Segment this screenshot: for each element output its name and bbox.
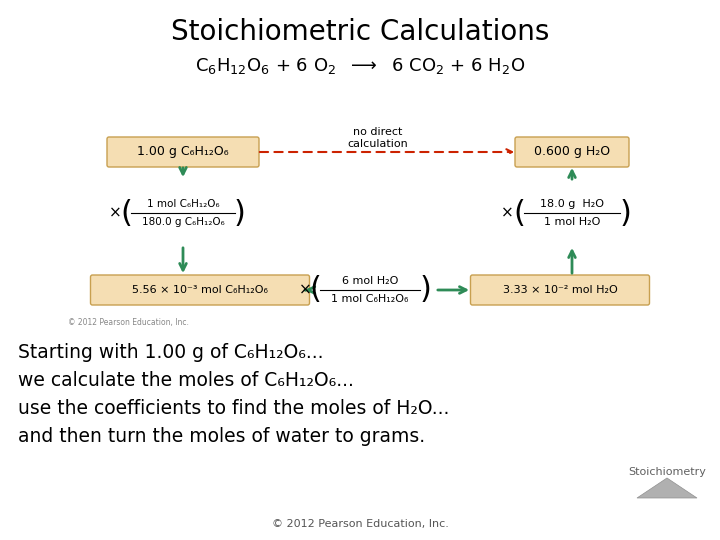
Text: ×: × (299, 282, 311, 298)
Text: 1 mol C₆H₁₂O₆: 1 mol C₆H₁₂O₆ (147, 199, 220, 209)
Text: (: ( (513, 199, 525, 227)
Text: 1 mol C₆H₁₂O₆: 1 mol C₆H₁₂O₆ (331, 294, 409, 304)
Text: 6 mol H₂O: 6 mol H₂O (342, 276, 398, 286)
Text: 5.56 × 10⁻³ mol C₆H₁₂O₆: 5.56 × 10⁻³ mol C₆H₁₂O₆ (132, 285, 268, 295)
Text: and then turn the moles of water to grams.: and then turn the moles of water to gram… (18, 427, 425, 446)
Text: ): ) (234, 199, 246, 227)
Text: 1 mol H₂O: 1 mol H₂O (544, 217, 600, 227)
Text: 1.00 g C₆H₁₂O₆: 1.00 g C₆H₁₂O₆ (138, 145, 229, 159)
FancyBboxPatch shape (470, 275, 649, 305)
Text: C$_6$H$_{12}$O$_6$ + 6 O$_2$  $\longrightarrow$  6 CO$_2$ + 6 H$_2$O: C$_6$H$_{12}$O$_6$ + 6 O$_2$ $\longright… (195, 56, 525, 76)
Text: (: ( (309, 275, 321, 305)
Text: © 2012 Pearson Education, Inc.: © 2012 Pearson Education, Inc. (271, 519, 449, 529)
Polygon shape (637, 478, 697, 498)
Text: 18.0 g  H₂O: 18.0 g H₂O (540, 199, 604, 209)
Text: 0.600 g H₂O: 0.600 g H₂O (534, 145, 610, 159)
Text: 3.33 × 10⁻² mol H₂O: 3.33 × 10⁻² mol H₂O (503, 285, 617, 295)
Text: (: ( (120, 199, 132, 227)
Text: Starting with 1.00 g of C₆H₁₂O₆...: Starting with 1.00 g of C₆H₁₂O₆... (18, 342, 323, 361)
Text: we calculate the moles of C₆H₁₂O₆...: we calculate the moles of C₆H₁₂O₆... (18, 370, 354, 389)
FancyBboxPatch shape (107, 137, 259, 167)
FancyBboxPatch shape (515, 137, 629, 167)
Text: Stoichiometry: Stoichiometry (628, 467, 706, 477)
Text: no direct
calculation: no direct calculation (348, 127, 408, 149)
Text: ×: × (500, 206, 513, 220)
Text: ×: × (109, 206, 122, 220)
Text: Stoichiometric Calculations: Stoichiometric Calculations (171, 18, 549, 46)
Text: use the coefficients to find the moles of H₂O...: use the coefficients to find the moles o… (18, 399, 449, 417)
FancyBboxPatch shape (91, 275, 310, 305)
Text: 180.0 g C₆H₁₂O₆: 180.0 g C₆H₁₂O₆ (142, 217, 225, 227)
Text: ): ) (619, 199, 631, 227)
Text: © 2012 Pearson Education, Inc.: © 2012 Pearson Education, Inc. (68, 318, 189, 327)
Text: ): ) (419, 275, 431, 305)
